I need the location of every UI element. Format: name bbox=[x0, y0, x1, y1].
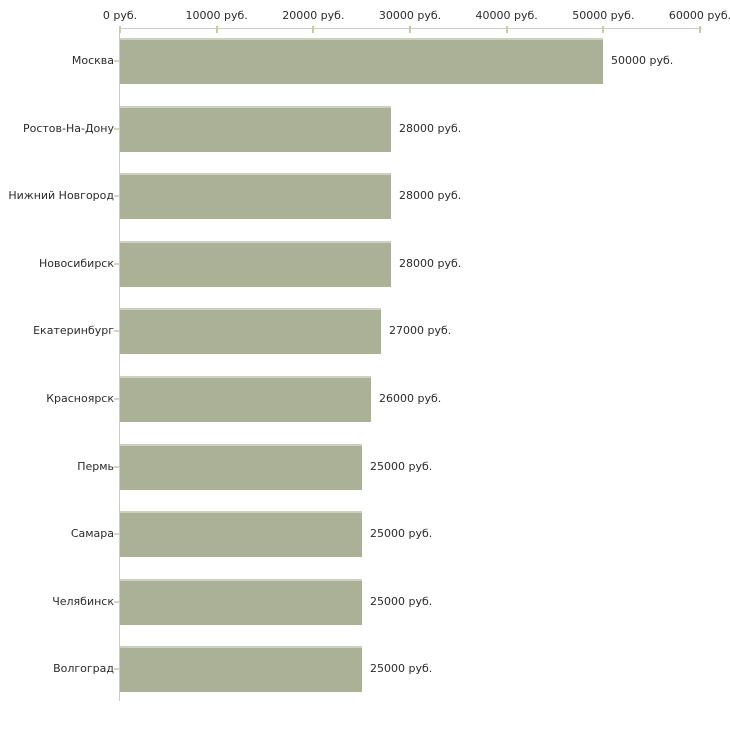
y-axis-tick-mark bbox=[114, 398, 119, 400]
x-axis-tick-mark bbox=[215, 26, 218, 33]
x-axis-tick-label: 40000 руб. bbox=[475, 9, 538, 22]
value-label: 28000 руб. bbox=[399, 122, 462, 135]
category-label: Нижний Новгород bbox=[8, 189, 114, 202]
category-label: Волгоград bbox=[53, 662, 114, 675]
bar-8 bbox=[120, 579, 362, 625]
value-label: 26000 руб. bbox=[379, 392, 442, 405]
y-axis-tick-mark bbox=[114, 330, 119, 332]
y-axis-tick-mark bbox=[114, 195, 119, 197]
category-label: Новосибирск bbox=[38, 257, 114, 270]
bar-0 bbox=[120, 38, 603, 84]
category-label: Красноярск bbox=[46, 392, 114, 405]
category-label: Ростов-На-Дону bbox=[22, 122, 114, 135]
x-axis-tick-mark bbox=[312, 26, 315, 33]
x-axis-tick-label: 50000 руб. bbox=[572, 9, 635, 22]
value-label: 28000 руб. bbox=[399, 189, 462, 202]
value-label: 25000 руб. bbox=[370, 527, 433, 540]
category-label: Москва bbox=[71, 54, 114, 67]
y-axis-line bbox=[119, 28, 120, 701]
category-label: Пермь bbox=[77, 460, 114, 473]
value-label: 28000 руб. bbox=[399, 257, 462, 270]
category-label: Екатеринбург bbox=[33, 324, 114, 337]
x-axis-line bbox=[120, 28, 702, 29]
y-axis-tick-mark bbox=[114, 263, 119, 265]
y-axis-tick-mark bbox=[114, 128, 119, 130]
bar-2 bbox=[120, 173, 391, 219]
value-label: 25000 руб. bbox=[370, 460, 433, 473]
value-label: 25000 руб. bbox=[370, 662, 433, 675]
bar-7 bbox=[120, 511, 362, 557]
y-axis-tick-mark bbox=[114, 466, 119, 468]
y-axis-tick-mark bbox=[114, 668, 119, 670]
x-axis-tick-label: 60000 руб. bbox=[668, 9, 730, 22]
x-axis-tick-mark bbox=[119, 26, 121, 33]
bar-6 bbox=[120, 444, 362, 490]
bar-3 bbox=[120, 241, 391, 287]
y-axis-tick-mark bbox=[114, 533, 119, 535]
x-axis-tick-label: 0 руб. bbox=[102, 9, 138, 22]
value-label: 27000 руб. bbox=[389, 324, 452, 337]
y-axis-tick-mark bbox=[114, 60, 119, 62]
x-axis-tick-label: 20000 руб. bbox=[282, 9, 345, 22]
x-axis-tick-mark bbox=[699, 26, 701, 33]
bar-1 bbox=[120, 106, 391, 152]
value-label: 50000 руб. bbox=[611, 54, 674, 67]
y-axis-tick-mark bbox=[114, 601, 119, 603]
x-axis-tick-label: 30000 руб. bbox=[378, 9, 442, 22]
x-axis-tick-label: 10000 руб. bbox=[185, 9, 248, 22]
category-label: Челябинск bbox=[52, 595, 114, 608]
bar-4 bbox=[120, 308, 381, 354]
x-axis-tick-mark bbox=[409, 26, 411, 33]
category-label: Самара bbox=[70, 527, 114, 540]
value-label: 25000 руб. bbox=[370, 595, 433, 608]
bar-9 bbox=[120, 646, 362, 692]
x-axis-tick-mark bbox=[602, 26, 605, 33]
x-axis-tick-mark bbox=[505, 26, 508, 33]
bar-5 bbox=[120, 376, 371, 422]
